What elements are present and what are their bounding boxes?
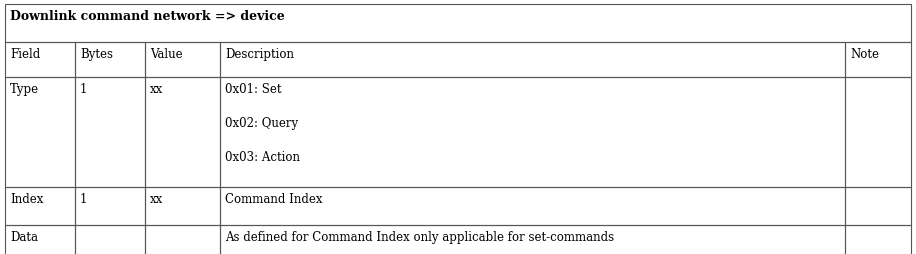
Bar: [845, 187, 911, 225]
Text: xx: xx: [150, 83, 163, 96]
Bar: [220, 187, 845, 225]
Text: Command Index: Command Index: [225, 192, 322, 205]
Text: Bytes: Bytes: [80, 48, 113, 61]
Bar: [5, 5, 911, 43]
Bar: [145, 78, 220, 187]
Bar: [220, 78, 845, 187]
Text: Value: Value: [150, 48, 182, 61]
Bar: [75, 78, 145, 187]
Text: xx: xx: [150, 192, 163, 205]
Bar: [75, 225, 145, 254]
Bar: [5, 187, 75, 225]
Text: Downlink command network => device: Downlink command network => device: [10, 10, 285, 23]
Text: 1: 1: [80, 192, 87, 205]
Bar: [5, 78, 75, 187]
Bar: [75, 187, 145, 225]
Text: 1: 1: [80, 83, 87, 96]
Bar: [145, 43, 220, 78]
Bar: [845, 43, 911, 78]
Bar: [220, 43, 845, 78]
Text: Description: Description: [225, 48, 294, 61]
Text: Note: Note: [850, 48, 879, 61]
Text: Type: Type: [10, 83, 39, 96]
Text: 0x03: Action: 0x03: Action: [225, 150, 300, 163]
Bar: [220, 225, 845, 254]
Bar: [5, 225, 75, 254]
Bar: [145, 225, 220, 254]
Text: 0x02: Query: 0x02: Query: [225, 117, 298, 130]
Bar: [75, 43, 145, 78]
Text: Index: Index: [10, 192, 43, 205]
Text: As defined for Command Index only applicable for set-commands: As defined for Command Index only applic…: [225, 230, 614, 243]
Bar: [845, 78, 911, 187]
Text: Data: Data: [10, 230, 38, 243]
Bar: [145, 187, 220, 225]
Text: 0x01: Set: 0x01: Set: [225, 83, 281, 96]
Text: Field: Field: [10, 48, 40, 61]
Bar: [845, 225, 911, 254]
Bar: [5, 43, 75, 78]
